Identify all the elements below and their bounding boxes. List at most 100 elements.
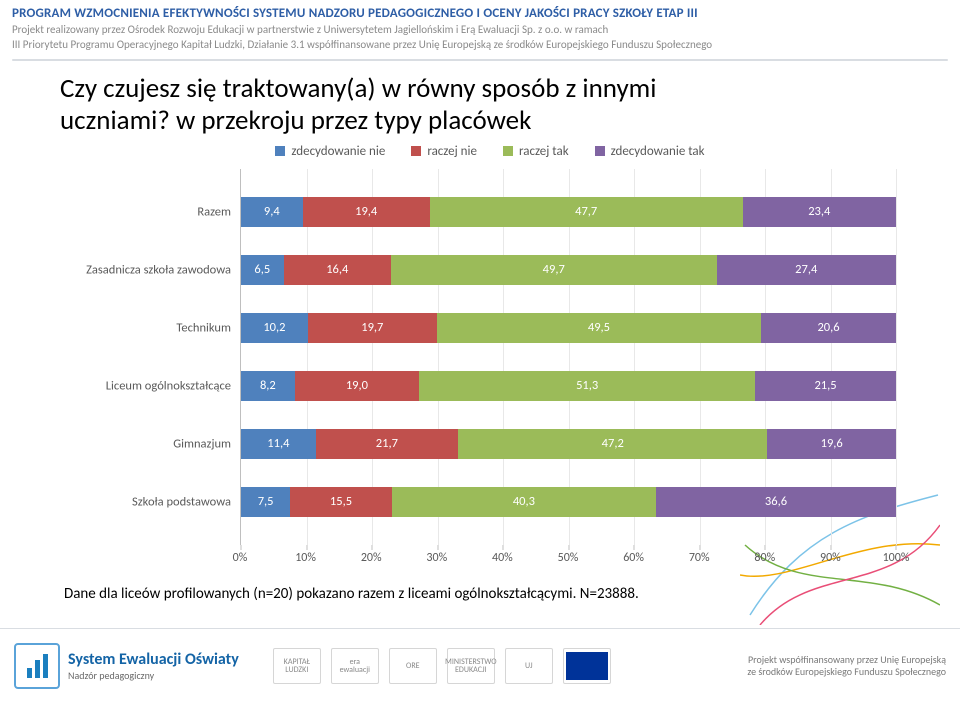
- seo-logo: System Ewaluacji Oświaty Nadzór pedagogi…: [14, 643, 239, 689]
- bar-value-label: 23,4: [808, 204, 830, 219]
- bar-segment: 10,2: [241, 313, 308, 343]
- bar-segment: 47,7: [430, 197, 743, 227]
- legend-label: raczej tak: [519, 144, 569, 159]
- chart-footnote: Dane dla liceów profilowanych (n=20) pok…: [60, 585, 920, 603]
- seo-line1: System Ewaluacji Oświaty: [68, 650, 239, 669]
- xtick-label: 90%: [820, 551, 841, 565]
- bar-segment: 21,5: [755, 371, 896, 401]
- category-label: Gimnazjum: [173, 436, 241, 451]
- chart-legend: zdecydowanie nie raczej nie raczej tak z…: [60, 144, 920, 159]
- bar-value-label: 19,4: [355, 204, 377, 219]
- footer-logo: [563, 648, 611, 684]
- slide-title: Czy czujesz się traktowany(a) w równy sp…: [60, 73, 920, 138]
- xtick-label: 0%: [233, 551, 248, 565]
- x-axis: 0%10%20%30%40%50%60%70%80%90%100%: [240, 551, 896, 569]
- xtick-mark: [241, 545, 242, 550]
- footer-logo: era ewaluacji: [331, 648, 379, 684]
- eu-flag-icon: [566, 652, 608, 680]
- xtick-label: 70%: [689, 551, 710, 565]
- bar-value-label: 9,4: [264, 204, 280, 219]
- bar-row: Liceum ogólnokształcące8,219,051,321,5: [241, 371, 896, 401]
- bar-value-label: 15,5: [330, 494, 352, 509]
- xtick-label: 60%: [623, 551, 644, 565]
- footer-right-text: Projekt współfinansowany przez Unię Euro…: [747, 654, 946, 678]
- xtick-mark: [896, 545, 897, 550]
- bar-stack: 7,5 15,5 40,3 36,6: [241, 487, 896, 517]
- bar-segment: 27,4: [717, 255, 896, 285]
- bar-value-label: 36,6: [765, 494, 787, 509]
- legend-item: raczej tak: [503, 144, 569, 159]
- stacked-bar-chart: Razem9,419,447,723,4Zasadnicza szkoła za…: [60, 169, 920, 579]
- xtick-label: 100%: [883, 551, 910, 565]
- legend-swatch: [595, 146, 605, 156]
- bar-value-label: 51,3: [576, 378, 598, 393]
- bar-value-label: 27,4: [795, 262, 817, 277]
- bar-segment: 8,2: [241, 371, 295, 401]
- xtick-label: 40%: [492, 551, 513, 565]
- bar-value-label: 19,0: [346, 378, 368, 393]
- bar-stack: 11,421,747,219,6: [241, 429, 896, 459]
- bar-value-label: 47,7: [575, 204, 597, 219]
- xtick-mark: [503, 545, 504, 550]
- bar-segment: 19,6: [767, 429, 896, 459]
- bar-value-label: 19,7: [361, 320, 383, 335]
- xtick-mark: [372, 545, 373, 550]
- bar-value-label: 47,2: [602, 436, 624, 451]
- footer-logo: MINISTERSTWO EDUKACJI: [447, 648, 495, 684]
- bar-value-label: 19,6: [821, 436, 843, 451]
- xtick-mark: [765, 545, 766, 550]
- bar-value-label: 20,6: [817, 320, 839, 335]
- xtick-mark: [830, 545, 831, 550]
- slide-content: Czy czujesz się traktowany(a) w równy sp…: [0, 61, 960, 603]
- bar-segment: 15,5: [290, 487, 392, 517]
- xtick-mark: [634, 545, 635, 550]
- bar-segment: 51,3: [419, 371, 755, 401]
- seo-line2: Nadzór pedagogiczny: [68, 669, 239, 682]
- xtick-label: 20%: [361, 551, 382, 565]
- legend-label: zdecydowanie nie: [291, 144, 385, 159]
- legend-swatch: [411, 146, 421, 156]
- bar-row: Razem9,419,447,723,4: [241, 197, 896, 227]
- seo-badge-icon: [14, 643, 60, 689]
- bar-segment: 7,5: [241, 487, 290, 517]
- bar-value-label: 40,3: [513, 494, 535, 509]
- xtick-label: 80%: [754, 551, 775, 565]
- bar-segment: 19,0: [295, 371, 419, 401]
- bar-segment: 49,5: [437, 313, 761, 343]
- bar-value-label: 10,2: [263, 320, 285, 335]
- legend-label: zdecydowanie tak: [611, 144, 705, 159]
- bar-segment: 47,2: [458, 429, 767, 459]
- xtick-mark: [699, 545, 700, 550]
- legend-item: zdecydowanie nie: [275, 144, 385, 159]
- footer-right-line2: ze środków Europejskiego Funduszu Społec…: [747, 666, 946, 678]
- title-line-1: Czy czujesz się traktowany(a) w równy sp…: [60, 72, 656, 105]
- bar-segment: 19,7: [308, 313, 437, 343]
- bar-value-label: 11,4: [267, 436, 289, 451]
- bar-segment: 6,5: [241, 255, 284, 285]
- header-line-1: PROGRAM WZMOCNIENIA EFEKTYWNOŚCI SYSTEMU…: [12, 6, 948, 21]
- bar-value-label: 21,5: [814, 378, 836, 393]
- bar-value-label: 16,4: [326, 262, 348, 277]
- xtick-label: 10%: [295, 551, 316, 565]
- bar-value-label: 8,2: [260, 378, 276, 393]
- xtick-label: 30%: [426, 551, 447, 565]
- bar-segment: 36,6: [656, 487, 896, 517]
- bar-row: Technikum10,219,749,520,6: [241, 313, 896, 343]
- xtick-mark: [437, 545, 438, 550]
- bar-segment: 11,4: [241, 429, 316, 459]
- bar-row: Zasadnicza szkoła zawodowa6,516,449,727,…: [241, 255, 896, 285]
- footer-band: System Ewaluacji Oświaty Nadzór pedagogi…: [0, 628, 960, 703]
- xtick-label: 50%: [558, 551, 579, 565]
- bar-segment: 19,4: [303, 197, 430, 227]
- legend-swatch: [275, 146, 285, 156]
- bar-stack: 8,2 19,0 51,3 21,5: [241, 371, 896, 401]
- bar-segment: 20,6: [761, 313, 896, 343]
- xtick-marks: [241, 545, 896, 550]
- xtick-mark: [306, 545, 307, 550]
- title-line-2: uczniami? w przekroju przez typy placówe…: [60, 104, 531, 137]
- program-header: PROGRAM WZMOCNIENIA EFEKTYWNOŚCI SYSTEMU…: [0, 0, 960, 55]
- footer-logo: UJ: [505, 648, 553, 684]
- bar-stack: 6,516,449,727,4: [241, 255, 896, 285]
- legend-item: raczej nie: [411, 144, 477, 159]
- category-label: Liceum ogólnokształcące: [106, 378, 241, 393]
